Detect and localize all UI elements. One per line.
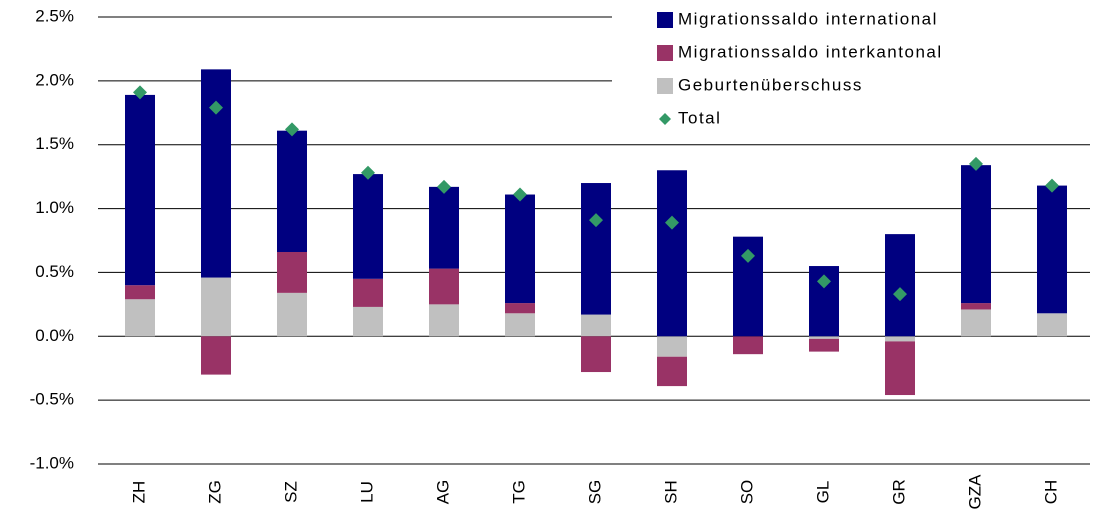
y-tick-label: 1.0% — [35, 198, 74, 217]
bar — [201, 277, 231, 337]
total-marker — [589, 213, 603, 228]
bar — [657, 170, 687, 337]
total-marker — [969, 156, 983, 171]
bar — [429, 304, 459, 337]
legend-label: Total — [678, 108, 721, 127]
bar — [733, 336, 763, 355]
bar — [505, 194, 535, 304]
bar — [657, 336, 687, 357]
total-marker — [741, 248, 755, 263]
bar — [277, 251, 307, 293]
bar — [581, 183, 611, 315]
bar — [809, 338, 839, 352]
bar — [125, 299, 155, 337]
x-tick-label: ZH — [129, 481, 148, 504]
bar — [125, 94, 155, 286]
legend-label: Geburtenüberschuss — [678, 75, 863, 94]
bar — [885, 336, 915, 342]
legend-swatch — [657, 45, 673, 61]
x-tick-label: TG — [509, 480, 528, 504]
total-marker — [209, 100, 223, 115]
total-marker — [133, 85, 147, 100]
bar — [961, 303, 991, 310]
total-marker — [817, 274, 831, 289]
bar — [885, 341, 915, 396]
legend-label: Migrationssaldo interkantonal — [678, 42, 943, 61]
bar — [429, 268, 459, 305]
x-tick-label: GR — [889, 479, 908, 505]
x-tick-label: GZA — [965, 474, 984, 510]
bar — [505, 303, 535, 314]
legend-background — [612, 0, 1096, 138]
bar — [809, 336, 839, 339]
bar — [125, 285, 155, 300]
legend: Migrationssaldo international Migrationss… — [612, 0, 1096, 138]
y-tick-label: -0.5% — [30, 390, 74, 409]
legend-swatch — [657, 78, 673, 94]
bar — [277, 292, 307, 337]
total-marker — [513, 187, 527, 202]
y-tick-label: 1.5% — [35, 134, 74, 153]
bar — [961, 165, 991, 304]
x-tick-label: GL — [813, 481, 832, 504]
total-marker — [437, 179, 451, 194]
total-marker — [285, 122, 299, 137]
bar — [657, 356, 687, 387]
bar — [885, 234, 915, 337]
y-tick-label: 2.0% — [35, 70, 74, 89]
bar — [505, 313, 535, 337]
y-tick-label: -1.0% — [30, 453, 74, 472]
bar — [353, 174, 383, 279]
x-tick-label: ZG — [205, 480, 224, 504]
x-tick-label: SG — [585, 480, 604, 505]
bar — [1037, 185, 1067, 314]
y-tick-label: 0.5% — [35, 262, 74, 281]
bar — [581, 336, 611, 373]
y-tick-label: 2.5% — [35, 6, 74, 25]
total-marker — [1045, 178, 1059, 193]
y-tick-label: 0.0% — [35, 326, 74, 345]
total-marker — [665, 215, 679, 230]
bar — [201, 336, 231, 375]
bar — [581, 314, 611, 337]
legend-label: Migrationssaldo international — [678, 9, 938, 28]
bar — [429, 186, 459, 269]
bar — [353, 306, 383, 337]
total-marker — [361, 165, 375, 180]
total-marker — [893, 287, 907, 302]
bar — [201, 69, 231, 278]
x-tick-label: SZ — [281, 481, 300, 503]
bar — [961, 309, 991, 337]
marks: ZH ZG SZ LU AG TG SG SH SO GL GR GZA CH — [125, 69, 1067, 509]
bar — [1037, 313, 1067, 337]
x-tick-label: SH — [661, 480, 680, 504]
legend-swatch — [657, 12, 673, 28]
legend-marker — [659, 113, 671, 125]
bar — [277, 130, 307, 252]
x-tick-label: LU — [357, 481, 376, 503]
x-tick-label: SO — [737, 480, 756, 505]
x-tick-label: CH — [1041, 480, 1060, 505]
bar — [353, 278, 383, 307]
x-tick-label: AG — [433, 480, 452, 505]
